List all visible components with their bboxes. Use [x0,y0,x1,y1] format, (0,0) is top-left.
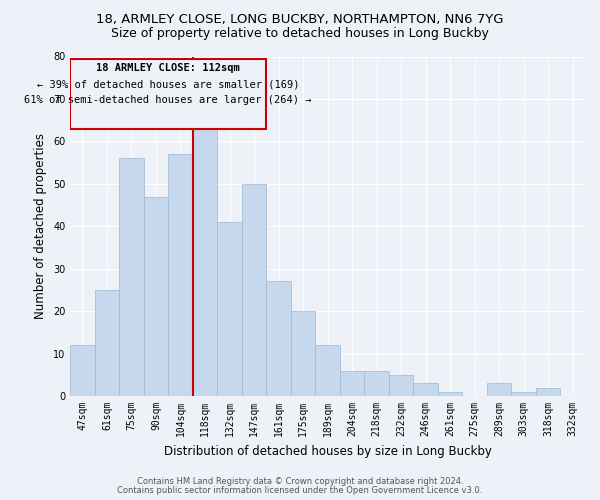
Bar [511,392,536,396]
Text: 18, ARMLEY CLOSE, LONG BUCKBY, NORTHAMPTON, NN6 7YG: 18, ARMLEY CLOSE, LONG BUCKBY, NORTHAMPT… [96,12,504,26]
Bar [144,196,168,396]
FancyBboxPatch shape [70,58,266,128]
Bar [217,222,242,396]
Bar [95,290,119,396]
Bar [487,384,511,396]
Bar [389,375,413,396]
Text: Size of property relative to detached houses in Long Buckby: Size of property relative to detached ho… [111,28,489,40]
Text: Contains HM Land Registry data © Crown copyright and database right 2024.: Contains HM Land Registry data © Crown c… [137,477,463,486]
Text: Contains public sector information licensed under the Open Government Licence v3: Contains public sector information licen… [118,486,482,495]
Bar [242,184,266,396]
Bar [364,370,389,396]
Text: 18 ARMLEY CLOSE: 112sqm: 18 ARMLEY CLOSE: 112sqm [97,64,240,74]
Bar [70,345,95,396]
Bar [413,384,438,396]
Bar [168,154,193,396]
Bar [536,388,560,396]
Bar [340,370,364,396]
Bar [438,392,463,396]
Text: ← 39% of detached houses are smaller (169): ← 39% of detached houses are smaller (16… [37,79,299,89]
Bar [316,345,340,396]
Text: 61% of semi-detached houses are larger (264) →: 61% of semi-detached houses are larger (… [25,95,312,105]
Bar [119,158,144,396]
Bar [266,282,291,396]
Bar [291,311,316,396]
Bar [193,120,217,396]
Y-axis label: Number of detached properties: Number of detached properties [34,134,47,320]
X-axis label: Distribution of detached houses by size in Long Buckby: Distribution of detached houses by size … [164,444,491,458]
